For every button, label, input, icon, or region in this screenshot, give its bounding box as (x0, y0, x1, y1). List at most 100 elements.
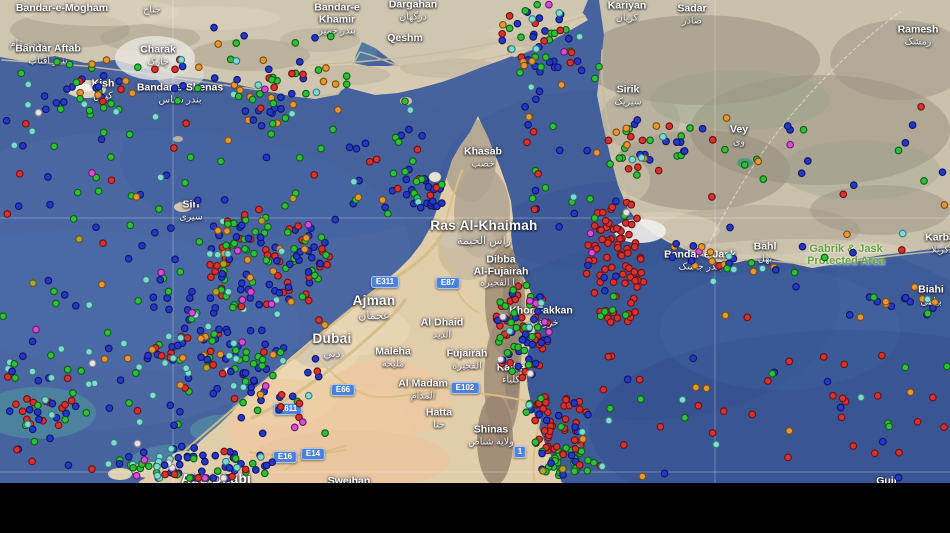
vessel-marker-red[interactable] (625, 230, 633, 239)
vessel-marker-red[interactable] (590, 221, 599, 230)
vessel-marker-green[interactable] (107, 153, 115, 161)
vessel-marker-magenta[interactable] (545, 328, 553, 336)
vessel-marker-cyan[interactable] (312, 88, 321, 97)
vessel-marker-olive[interactable] (289, 194, 297, 203)
vessel-marker-red[interactable] (206, 261, 214, 269)
vessel-marker-green[interactable] (133, 63, 142, 72)
vessel-marker-blue[interactable] (668, 253, 677, 262)
vessel-marker-white[interactable] (622, 208, 631, 217)
vessel-marker-orange[interactable] (256, 390, 265, 399)
vessel-marker-green[interactable] (195, 237, 204, 246)
vessel-marker-blue[interactable] (241, 369, 250, 377)
vessel-marker-red[interactable] (15, 169, 24, 178)
vessel-marker-blue[interactable] (555, 15, 564, 24)
vessel-marker-blue[interactable] (307, 253, 316, 262)
vessel-marker-red[interactable] (523, 138, 531, 147)
vessel-marker-blue[interactable] (209, 474, 218, 482)
vessel-marker-red[interactable] (571, 444, 580, 453)
vessel-marker-blue[interactable] (218, 269, 227, 278)
vessel-marker-green[interactable] (82, 408, 91, 417)
vessel-marker-blue[interactable] (193, 196, 202, 205)
vessel-marker-cyan[interactable] (923, 295, 932, 304)
vessel-marker-green[interactable] (646, 136, 654, 145)
vessel-marker-red[interactable] (840, 360, 849, 369)
vessel-marker-green[interactable] (210, 330, 218, 338)
vessel-marker-cyan[interactable] (24, 80, 33, 89)
vessel-marker-magenta[interactable] (140, 456, 149, 464)
vessel-marker-green[interactable] (537, 394, 545, 403)
vessel-marker-red[interactable] (241, 465, 250, 474)
vessel-marker-blue[interactable] (178, 62, 187, 71)
vessel-marker-red[interactable] (255, 205, 263, 214)
vessel-marker-green[interactable] (384, 209, 392, 218)
vessel-marker-red[interactable] (895, 448, 903, 457)
vessel-marker-cyan[interactable] (527, 83, 536, 91)
vessel-marker-blue[interactable] (225, 464, 234, 472)
vessel-marker-blue[interactable] (170, 421, 178, 430)
vessel-marker-green[interactable] (267, 75, 276, 84)
vessel-marker-cyan[interactable] (578, 428, 587, 436)
vessel-marker-blue[interactable] (220, 195, 229, 204)
vessel-marker-blue[interactable] (165, 305, 173, 314)
vessel-marker-red[interactable] (183, 334, 192, 342)
vessel-marker-red[interactable] (619, 270, 627, 279)
vessel-marker-blue[interactable] (535, 410, 543, 419)
vessel-marker-blue[interactable] (275, 288, 284, 297)
vessel-marker-red[interactable] (295, 399, 304, 408)
vessel-marker-red[interactable] (182, 119, 190, 128)
vessel-marker-blue[interactable] (197, 353, 205, 362)
vessel-marker-blue[interactable] (543, 335, 552, 344)
vessel-marker-green[interactable] (606, 404, 614, 413)
vessel-marker-red[interactable] (619, 441, 628, 449)
vessel-marker-red[interactable] (708, 136, 717, 144)
vessel-marker-red[interactable] (635, 375, 644, 384)
vessel-marker-orange[interactable] (499, 20, 507, 29)
vessel-marker-blue[interactable] (34, 376, 43, 385)
vessel-marker-blue[interactable] (498, 36, 507, 45)
vessel-marker-red[interactable] (838, 394, 847, 403)
vessel-marker-blue[interactable] (530, 315, 538, 324)
vessel-marker-green[interactable] (69, 389, 77, 397)
vessel-marker-red[interactable] (207, 273, 215, 281)
vessel-marker-cyan[interactable] (120, 339, 128, 348)
vessel-marker-green[interactable] (189, 454, 198, 463)
vessel-marker-red[interactable] (623, 249, 632, 257)
vessel-marker-green[interactable] (248, 95, 257, 104)
vessel-marker-blue[interactable] (437, 199, 446, 207)
vessel-marker-red[interactable] (209, 361, 218, 369)
vessel-marker-green[interactable] (608, 306, 617, 314)
vessel-marker-cyan[interactable] (273, 310, 282, 318)
vessel-marker-orange[interactable] (785, 427, 794, 435)
vessel-marker-red[interactable] (561, 415, 570, 423)
vessel-marker-blue[interactable] (44, 173, 52, 181)
vessel-marker-red[interactable] (708, 429, 717, 437)
vessel-marker-blue[interactable] (288, 392, 297, 401)
vessel-marker-red[interactable] (161, 470, 169, 479)
vessel-marker-blue[interactable] (210, 23, 218, 32)
vessel-marker-blue[interactable] (554, 63, 562, 72)
vessel-marker-red[interactable] (630, 268, 639, 276)
vessel-marker-green[interactable] (590, 74, 599, 83)
vessel-marker-olive[interactable] (257, 216, 266, 225)
vessel-marker-red[interactable] (530, 205, 539, 214)
vessel-marker-green[interactable] (11, 374, 19, 382)
vessel-marker-cyan[interactable] (28, 367, 37, 376)
vessel-marker-blue[interactable] (170, 84, 179, 93)
vessel-marker-blue[interactable] (240, 31, 248, 40)
vessel-marker-cyan[interactable] (729, 265, 738, 274)
vessel-marker-blue[interactable] (180, 324, 189, 333)
vessel-marker-blue[interactable] (174, 453, 183, 462)
vessel-marker-blue[interactable] (537, 338, 546, 347)
vessel-marker-white[interactable] (526, 369, 535, 378)
vessel-marker-green[interactable] (33, 401, 42, 410)
vessel-marker-blue[interactable] (687, 257, 696, 265)
vessel-marker-orange[interactable] (579, 435, 587, 443)
vessel-marker-olive[interactable] (29, 279, 37, 288)
vessel-marker-green[interactable] (609, 292, 618, 301)
vessel-marker-white[interactable] (34, 108, 43, 117)
vessel-marker-red[interactable] (3, 210, 12, 218)
vessel-marker-red[interactable] (608, 203, 617, 212)
vessel-marker-red[interactable] (665, 122, 674, 131)
vessel-marker-blue[interactable] (273, 256, 281, 265)
vessel-marker-cyan[interactable] (204, 322, 213, 331)
